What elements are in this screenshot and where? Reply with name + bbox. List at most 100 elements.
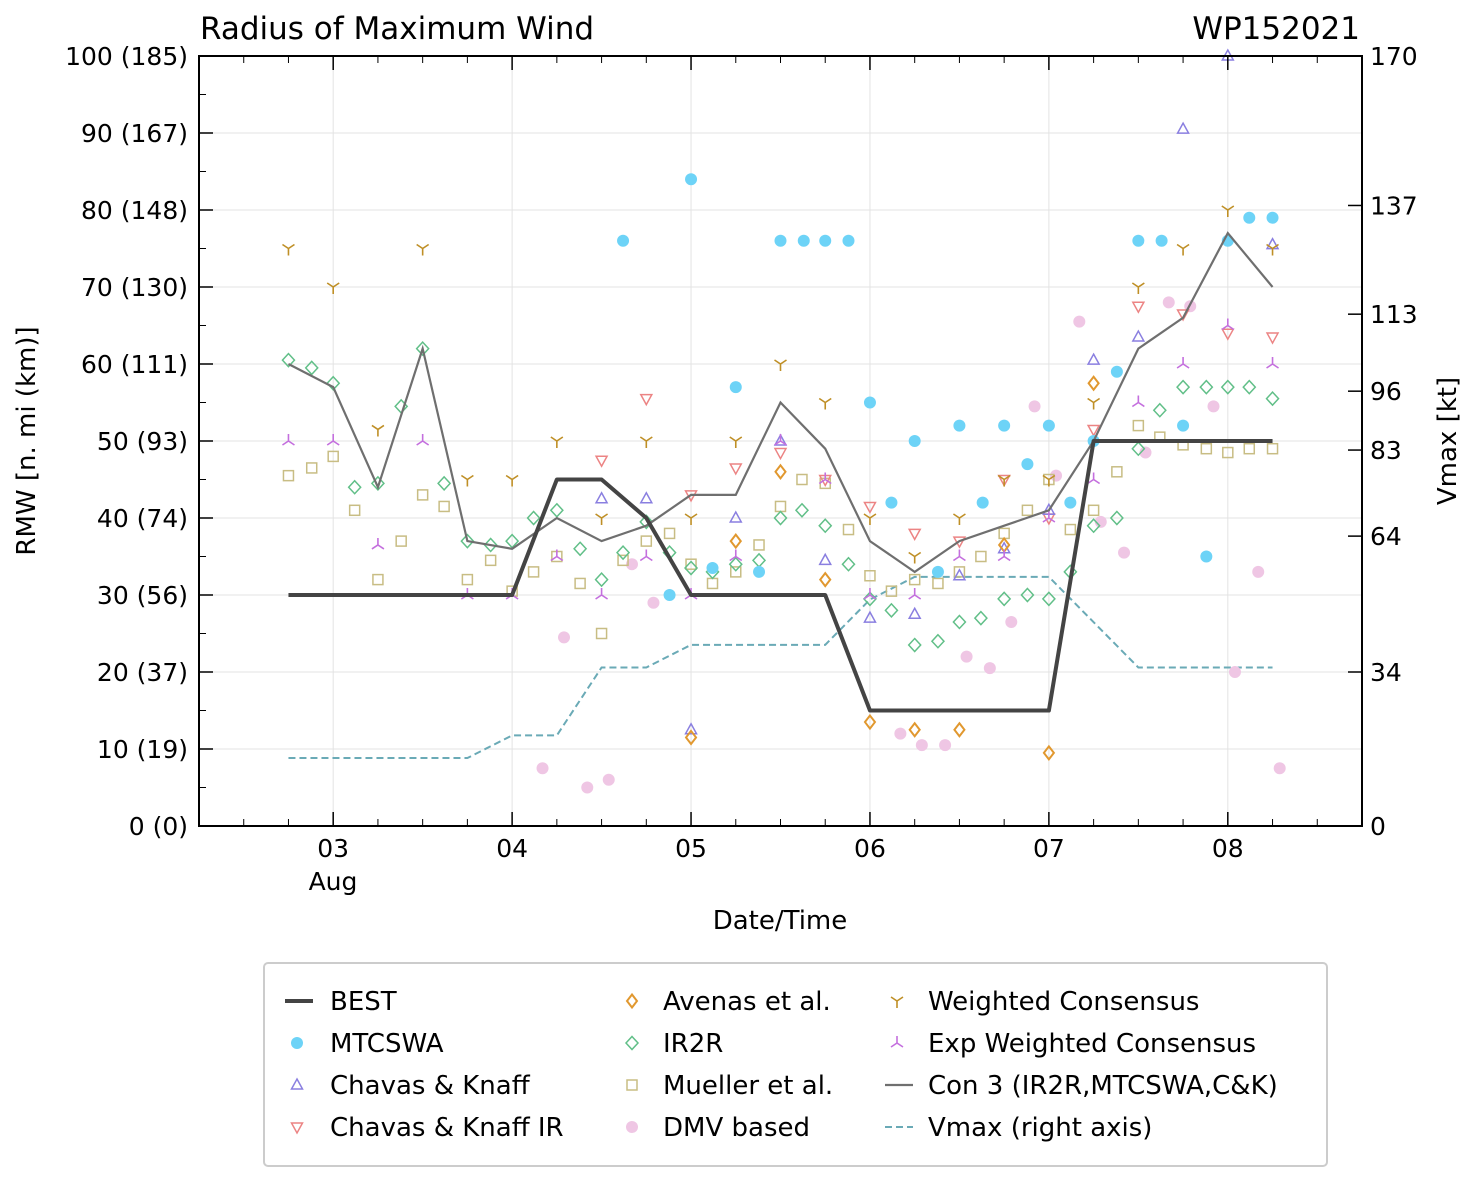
- ir2r-point: [684, 560, 699, 576]
- legend-swatch: [626, 1121, 638, 1133]
- ckir-point: [1086, 424, 1101, 438]
- wc-point: [952, 513, 966, 525]
- x-tick-label: 07: [1033, 834, 1065, 863]
- legend-item-dmv: DMV based: [626, 1113, 810, 1143]
- legend-label: Chavas & Knaff IR: [330, 1113, 564, 1143]
- mtcswa-point: [931, 565, 944, 578]
- ir2r-point: [997, 591, 1012, 607]
- dmv-point: [1118, 546, 1131, 559]
- y-tick-label: 20 (37): [97, 658, 188, 687]
- y-tick-label: 40 (74): [97, 504, 188, 533]
- x-tick-label: 03: [317, 834, 349, 863]
- y2-tick-label: 137: [1370, 191, 1418, 220]
- mtcswa-point: [998, 419, 1011, 432]
- avenas-point: [729, 532, 743, 550]
- mtcswa-point: [885, 496, 898, 509]
- mueller-point: [885, 585, 898, 597]
- dmv-point: [1050, 469, 1063, 482]
- mueller-point: [416, 489, 429, 501]
- ir2r-point: [437, 475, 452, 491]
- ckir-point: [1265, 332, 1280, 345]
- mueller-point: [1266, 442, 1279, 455]
- ck-point: [729, 510, 743, 523]
- mtcswa-point: [797, 234, 810, 247]
- legend-label: Exp Weighted Consensus: [928, 1029, 1256, 1059]
- wc-point: [774, 359, 787, 371]
- ir2r-point: [1020, 587, 1035, 603]
- ir2r-point: [1152, 402, 1167, 418]
- mueller-point: [527, 566, 540, 578]
- mtcswa-point: [753, 565, 766, 578]
- ewc-point: [1176, 357, 1190, 369]
- ewc-point: [1131, 395, 1145, 408]
- ewc-point: [282, 434, 295, 446]
- legend-label: Vmax (right axis): [928, 1113, 1152, 1143]
- mueller-point: [617, 554, 629, 567]
- ir2r-point: [1086, 518, 1101, 534]
- dmv-point: [939, 739, 952, 752]
- ckir-point: [773, 447, 788, 461]
- ir2r-point: [930, 633, 945, 649]
- ir2r-point: [304, 360, 319, 376]
- ewc-point: [774, 434, 787, 446]
- mueller-point: [640, 535, 653, 547]
- ir2r-point: [281, 352, 296, 368]
- mtcswa-point: [1042, 419, 1055, 432]
- ckir-point: [1176, 309, 1190, 322]
- ck-point: [863, 610, 877, 623]
- mueller-point: [1021, 504, 1034, 517]
- dmv-point: [1139, 446, 1152, 459]
- wc-point: [1176, 243, 1190, 256]
- y-tick-label: 60 (111): [81, 350, 188, 379]
- avenas-point: [1042, 744, 1056, 761]
- y-tick-label: 80 (148): [81, 196, 188, 225]
- ck-point: [952, 568, 967, 581]
- ir2r-point: [573, 541, 588, 557]
- mueller-point: [327, 450, 339, 463]
- dmv-point: [647, 596, 660, 609]
- ir2r-point: [728, 556, 743, 572]
- avenas-point: [818, 571, 832, 588]
- dmv-point: [581, 781, 594, 794]
- ck-point: [773, 433, 788, 446]
- y2-tick-label: 96: [1370, 377, 1402, 406]
- ck-point: [1131, 329, 1146, 342]
- con3-line: [287, 231, 1274, 574]
- y2-tick-label: 113: [1370, 300, 1418, 329]
- ewc-point: [729, 549, 743, 562]
- dmv-point: [983, 662, 996, 675]
- mtcswa-point: [863, 396, 876, 409]
- dmv-point: [1094, 515, 1107, 528]
- ir2r-point: [1199, 379, 1214, 395]
- legend-item-ck: Chavas & Knaff: [290, 1071, 531, 1101]
- legend-swatch: [625, 992, 639, 1010]
- dmv-point: [1273, 762, 1286, 775]
- chart-title: Radius of Maximum Wind: [200, 11, 594, 47]
- vmax-line: [288, 575, 1273, 760]
- legend-item-mueller: Mueller et al.: [626, 1071, 833, 1101]
- avenas-point: [908, 721, 921, 738]
- mtcswa-point: [819, 234, 832, 247]
- mueller-point: [1087, 504, 1100, 517]
- ir2r-point: [862, 591, 877, 607]
- storm-id: WP152021: [1192, 11, 1360, 47]
- ck-point: [907, 606, 922, 619]
- legend-label: IR2R: [663, 1029, 723, 1059]
- legend-item-best: BEST: [285, 987, 397, 1017]
- axes-ticks: 0 (0) 10 (19) 20 (37) 30 (56) 40 (74) 50 (93)…: [65, 42, 1418, 863]
- ewc-point: [371, 537, 385, 550]
- ck-point: [684, 722, 698, 735]
- legend-swatch: [291, 1037, 303, 1049]
- wc-point: [997, 474, 1011, 487]
- dmv-point: [1162, 296, 1175, 309]
- avenas-point: [1087, 375, 1100, 392]
- wc-point: [460, 474, 474, 487]
- ewc-point: [326, 434, 340, 446]
- ewc-point: [863, 588, 877, 600]
- wc-point: [371, 424, 385, 437]
- mueller-point: [1200, 442, 1213, 455]
- mueller-point: [305, 462, 318, 474]
- mueller-point: [730, 566, 742, 578]
- ir2r-point: [907, 637, 922, 653]
